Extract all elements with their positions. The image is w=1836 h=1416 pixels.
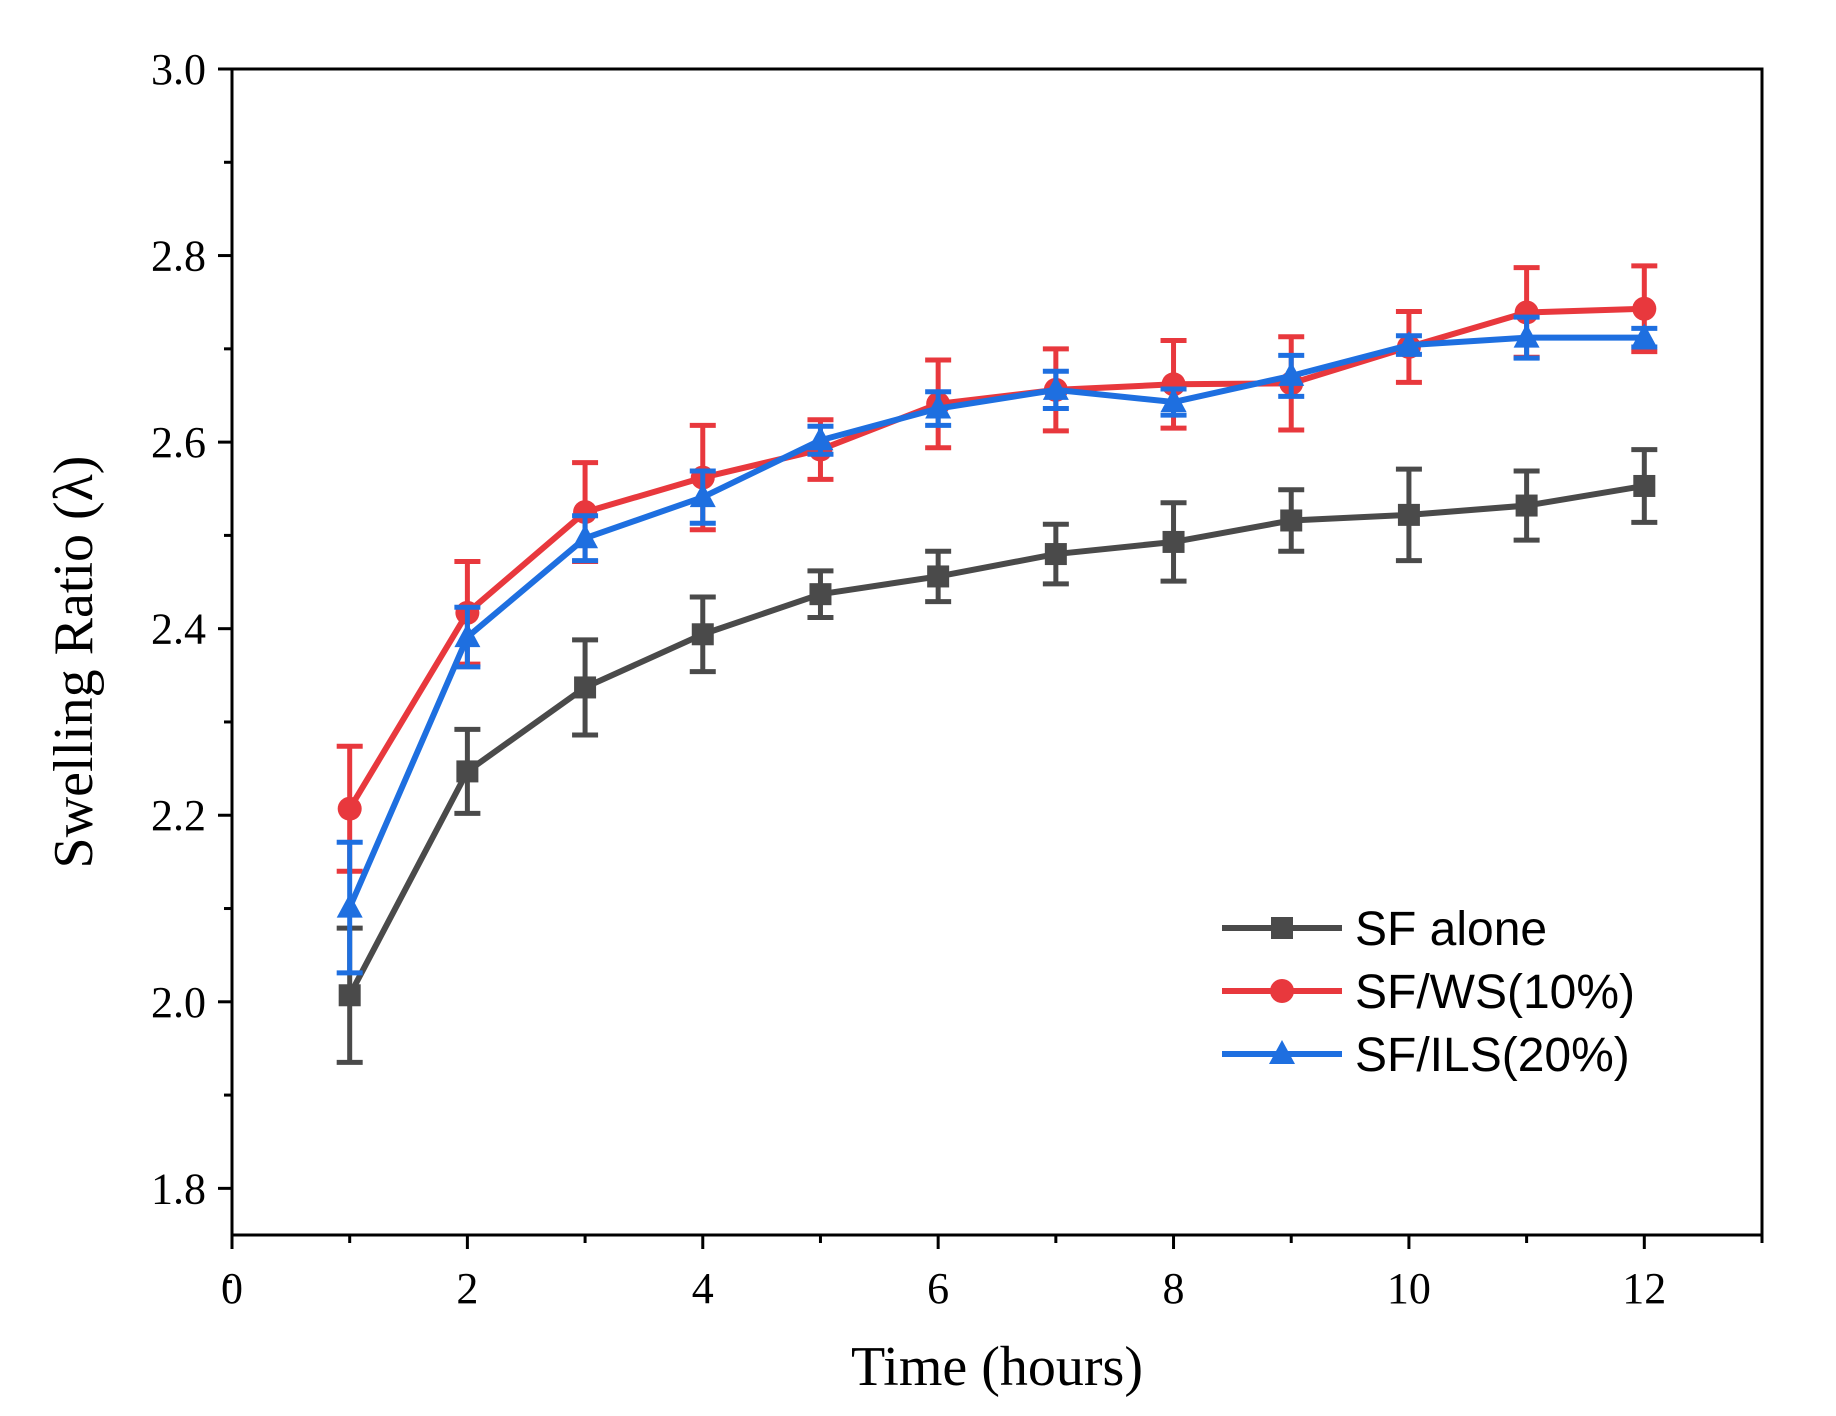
data-point [1633, 474, 1656, 497]
data-point [927, 565, 950, 588]
data-point [454, 623, 481, 648]
data-point [1042, 375, 1069, 400]
data-point [1513, 323, 1540, 348]
data-point [337, 796, 362, 821]
x-tick-label: 4 [692, 1264, 714, 1313]
series-2 [336, 314, 1658, 976]
data-point [807, 426, 834, 451]
legend: SF alone SF/WS(10%) SF/ILS(20%) [1222, 903, 1635, 1082]
data-point [1397, 503, 1420, 526]
y-tick-label: 2.4 [151, 605, 206, 654]
x-tick-label: 8 [1163, 1264, 1185, 1313]
data-point [1395, 331, 1422, 356]
x-tick-label: 2 [456, 1264, 478, 1313]
y-tick-label: 1.8 [151, 1164, 206, 1213]
legend-item: SF/WS(10%) [1222, 966, 1635, 1019]
legend-label: SF/WS(10%) [1355, 966, 1635, 1019]
data-point [336, 893, 363, 918]
legend-swatch-marker [1270, 979, 1294, 1003]
data-point [809, 583, 832, 606]
x-tick-label: 10 [1387, 1264, 1431, 1313]
y-tick-label: 2.8 [151, 232, 206, 281]
y-tick-label: 2.6 [151, 418, 206, 467]
legend-item: SF alone [1222, 903, 1547, 956]
legend-swatch-marker [1269, 1040, 1295, 1064]
legend-swatch-marker [1271, 917, 1293, 939]
data-point [1632, 296, 1657, 321]
legend-item: SF/ILS(20%) [1222, 1029, 1630, 1082]
series-line [346, 334, 1645, 909]
data-point [338, 984, 361, 1007]
y-tick-label: 2.0 [151, 978, 206, 1027]
x-tick-label: 6 [927, 1264, 949, 1313]
data-point [1278, 361, 1305, 386]
data-point [1631, 323, 1658, 348]
legend-label: SF alone [1355, 903, 1547, 956]
data-point [1044, 543, 1067, 566]
y-tick-label: 3.0 [151, 45, 206, 94]
data-point [456, 760, 479, 783]
data-point [691, 623, 714, 646]
y-tick-label: 2.2 [151, 791, 206, 840]
data-point [1280, 509, 1303, 532]
data-point [925, 394, 952, 419]
legend-label: SF/ILS(20%) [1355, 1029, 1630, 1082]
axes: 1.8 2.0 2.2 2.4 2.6 2.8 3.0 0 2 4 6 8 10 12 [151, 45, 1764, 1313]
x-tick-label: 12 [1622, 1264, 1666, 1313]
data-point [1162, 530, 1185, 553]
data-point [689, 483, 716, 508]
plot-marks [336, 263, 1658, 1065]
data-point [1160, 388, 1187, 413]
x-tick-label: 0 [221, 1264, 243, 1313]
x-axis-title: Time (hours) [851, 1336, 1143, 1398]
series-line [347, 483, 1645, 997]
data-point [574, 676, 597, 699]
plot-frame [230, 67, 1764, 1237]
series-0 [336, 447, 1658, 1065]
y-axis-title: Swelling Ratio (λ) [43, 456, 105, 869]
data-point [572, 524, 599, 549]
data-point [1515, 494, 1538, 517]
